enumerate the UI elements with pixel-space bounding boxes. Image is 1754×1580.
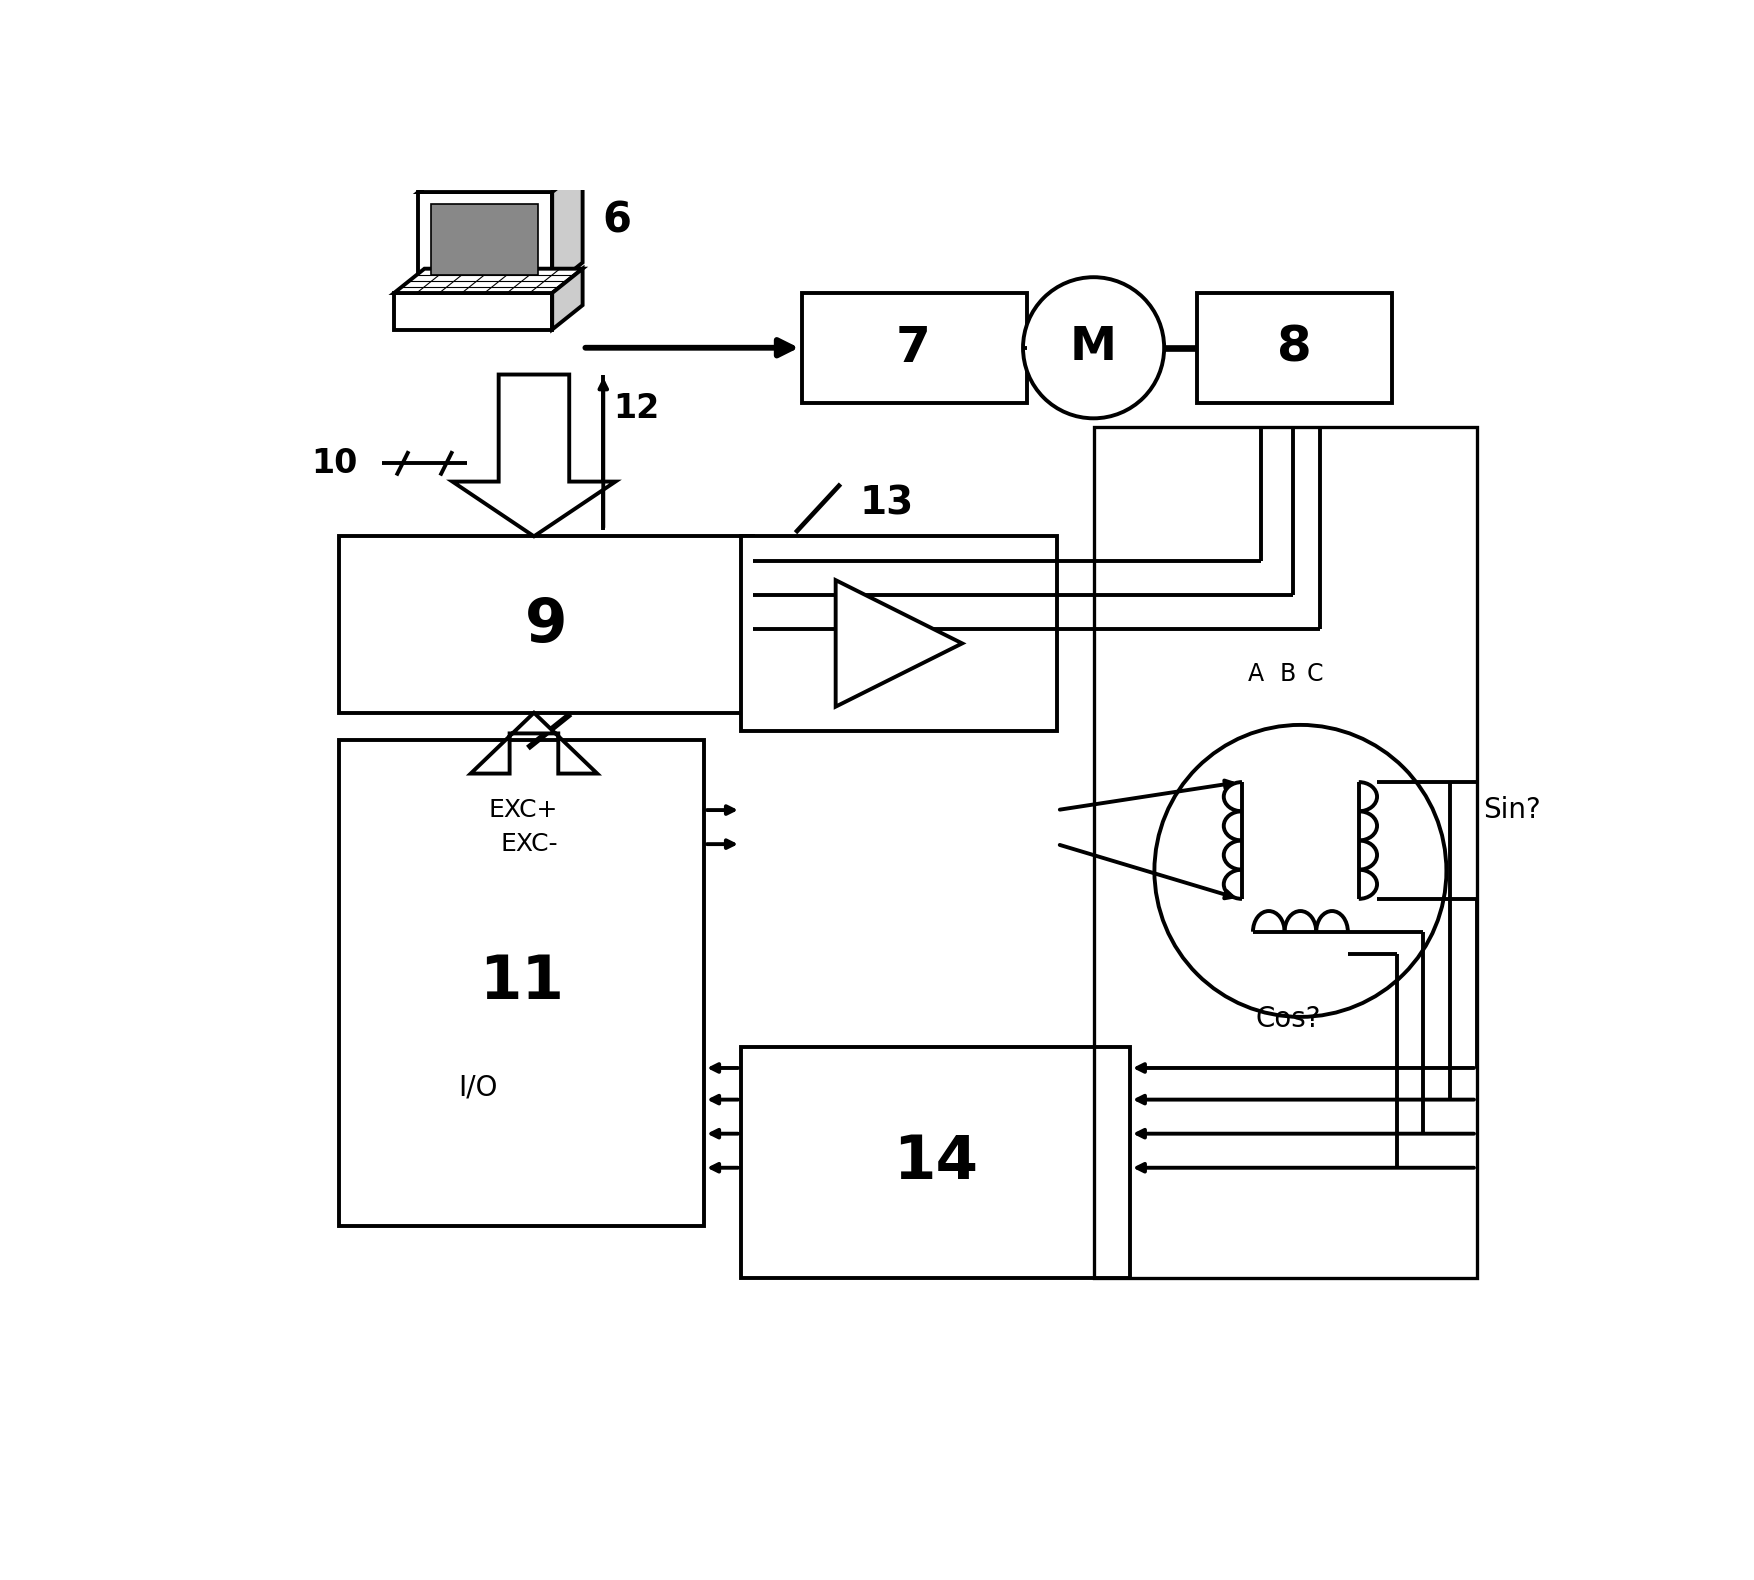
Polygon shape <box>395 269 582 292</box>
Polygon shape <box>453 374 616 536</box>
Text: EXC-: EXC- <box>500 833 558 856</box>
Bar <box>1196 292 1391 403</box>
Bar <box>1093 427 1477 1278</box>
Polygon shape <box>419 167 582 193</box>
Text: B: B <box>1280 662 1296 686</box>
Bar <box>740 536 1058 732</box>
Bar <box>802 292 1026 403</box>
Circle shape <box>1023 276 1165 419</box>
Text: 8: 8 <box>1277 324 1312 371</box>
Polygon shape <box>395 292 553 330</box>
Polygon shape <box>419 193 553 288</box>
Text: EXC+: EXC+ <box>489 798 558 822</box>
Text: 10: 10 <box>310 447 358 480</box>
Bar <box>740 1048 1130 1278</box>
Bar <box>339 536 752 713</box>
Polygon shape <box>553 167 582 288</box>
Text: 6: 6 <box>602 199 631 242</box>
Text: I/O: I/O <box>458 1073 498 1101</box>
Text: 9: 9 <box>524 596 567 654</box>
Text: 7: 7 <box>896 324 931 371</box>
Bar <box>339 739 705 1226</box>
Text: 14: 14 <box>893 1133 979 1193</box>
Text: Cos?: Cos? <box>1256 1005 1321 1033</box>
Polygon shape <box>430 204 537 275</box>
Text: 12: 12 <box>614 392 660 425</box>
Circle shape <box>1154 725 1447 1018</box>
Text: C: C <box>1307 662 1323 686</box>
Polygon shape <box>835 580 963 706</box>
Polygon shape <box>470 713 596 774</box>
Text: Sin?: Sin? <box>1482 796 1540 825</box>
Text: A: A <box>1247 662 1263 686</box>
Text: 13: 13 <box>859 485 914 523</box>
Text: M: M <box>1070 325 1117 370</box>
Polygon shape <box>553 269 582 330</box>
Text: 11: 11 <box>479 953 565 1013</box>
